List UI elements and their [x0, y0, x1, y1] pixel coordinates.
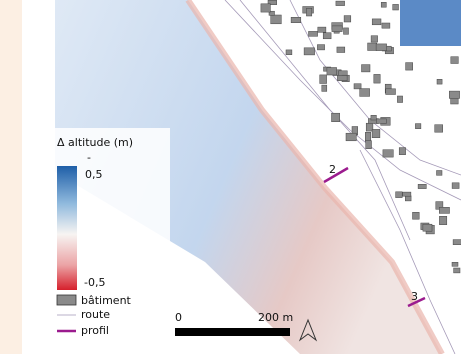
- building: [372, 19, 381, 25]
- building: [346, 133, 356, 141]
- building: [437, 79, 442, 84]
- building: [362, 65, 371, 72]
- building: [323, 33, 331, 39]
- building: [374, 74, 380, 83]
- building: [423, 224, 432, 231]
- building: [396, 192, 403, 198]
- colorbar-min: -0,5: [84, 276, 105, 289]
- building: [415, 124, 421, 129]
- building: [454, 268, 460, 273]
- building: [435, 125, 443, 133]
- profile-label: 3: [411, 290, 418, 303]
- building: [406, 63, 413, 71]
- building: [397, 96, 402, 103]
- building: [332, 113, 340, 122]
- building: [317, 45, 324, 50]
- colorbar-mark: -: [87, 151, 91, 164]
- building: [372, 129, 380, 137]
- building: [318, 27, 326, 32]
- building: [451, 57, 459, 64]
- building: [344, 28, 349, 34]
- building: [383, 150, 393, 157]
- building: [371, 36, 378, 42]
- building: [332, 26, 342, 32]
- building: [413, 212, 420, 219]
- building: [403, 192, 411, 196]
- building: [453, 240, 461, 245]
- building: [366, 141, 372, 149]
- building: [439, 216, 446, 224]
- scale-end: 200 m: [258, 311, 293, 324]
- legend-swatch: [57, 295, 76, 305]
- building: [405, 196, 411, 201]
- building: [336, 1, 345, 6]
- building: [306, 8, 311, 16]
- building: [354, 84, 361, 89]
- inset-box: [400, 0, 461, 46]
- scale-start: 0: [175, 311, 182, 324]
- legend-title: Δ altitude (m): [57, 136, 133, 149]
- scale-bar: [175, 328, 290, 336]
- building: [371, 115, 377, 120]
- building: [399, 148, 405, 155]
- building: [368, 43, 377, 51]
- building: [360, 89, 370, 97]
- legend-label: bâtiment: [81, 294, 132, 307]
- legend-label: profil: [81, 324, 109, 337]
- colorbar: [57, 166, 77, 290]
- building: [291, 17, 301, 22]
- building: [393, 4, 399, 10]
- building: [376, 119, 386, 124]
- building: [304, 48, 315, 55]
- building: [452, 262, 458, 266]
- legend: Δ altitude (m) - 0,5 -0,5 bâtiment route…: [52, 128, 170, 346]
- profile-label: 2: [329, 163, 336, 176]
- building: [437, 171, 443, 176]
- building: [449, 91, 459, 98]
- building: [261, 4, 271, 12]
- building: [365, 132, 371, 141]
- building: [271, 15, 282, 24]
- building: [327, 68, 337, 76]
- colorbar-max: 0,5: [85, 168, 103, 181]
- building: [376, 44, 387, 51]
- building: [337, 47, 345, 53]
- building: [452, 183, 459, 189]
- map: 2 3 Δ altitude (m) - 0,5 -0,5 bâtiment r…: [0, 0, 461, 354]
- building: [439, 207, 449, 213]
- building: [382, 23, 390, 28]
- building: [344, 16, 351, 22]
- legend-label: route: [81, 308, 110, 321]
- building: [418, 184, 426, 188]
- building: [320, 75, 327, 84]
- building: [381, 2, 386, 7]
- building: [386, 89, 396, 95]
- building: [337, 75, 347, 80]
- building: [286, 50, 292, 55]
- building: [309, 31, 318, 36]
- building: [322, 85, 327, 91]
- side-strip: [0, 0, 22, 354]
